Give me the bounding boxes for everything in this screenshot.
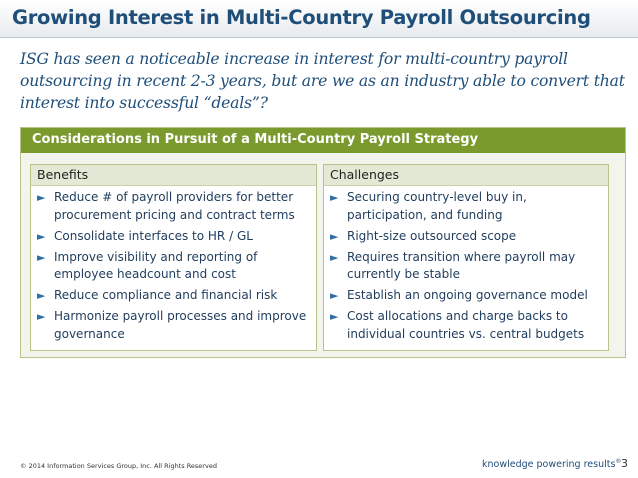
page-number: 3 bbox=[621, 457, 628, 470]
list-item-text: Consolidate interfaces to HR / GL bbox=[54, 228, 253, 243]
panel-header: Considerations in Pursuit of a Multi-Cou… bbox=[21, 128, 625, 153]
arrow-bullet-icon: ► bbox=[330, 250, 339, 264]
arrow-bullet-icon: ► bbox=[37, 250, 46, 264]
arrow-bullet-icon: ► bbox=[37, 191, 46, 204]
benefits-header: Benefits bbox=[31, 165, 316, 186]
list-item: ► Reduce compliance and financial risk bbox=[31, 287, 316, 305]
list-item: ► Establish an ongoing governance model bbox=[324, 287, 608, 305]
intro-text: ISG has seen a noticeable increase in in… bbox=[20, 50, 625, 112]
arrow-bullet-icon: ► bbox=[330, 289, 339, 302]
title-divider bbox=[0, 37, 638, 38]
list-item: ► Right-size outsourced scope bbox=[324, 228, 608, 246]
list-item-text: Improve visibility and reporting of empl… bbox=[54, 249, 258, 282]
list-item-text: Right-size outsourced scope bbox=[347, 228, 517, 243]
tagline-text: knowledge powering results bbox=[482, 459, 616, 471]
benefits-list: ► Reduce # of payroll providers for bette… bbox=[31, 186, 316, 343]
arrow-bullet-icon: ► bbox=[330, 229, 339, 243]
list-item: ► Requires transition where payroll may c… bbox=[324, 249, 608, 284]
challenges-title: Challenges bbox=[330, 167, 400, 182]
list-item-text: Cost allocations and charge backs to ind… bbox=[347, 309, 585, 341]
list-item-text: Harmonize payroll processes and improve … bbox=[54, 309, 307, 341]
brand-tagline: knowledge powering results® bbox=[482, 458, 621, 470]
list-item: ► Securing country-level buy in, particip… bbox=[324, 189, 608, 224]
benefits-title: Benefits bbox=[37, 167, 89, 182]
arrow-bullet-icon: ► bbox=[37, 229, 46, 243]
slide-title: Growing Interest in Multi-Country Payrol… bbox=[12, 6, 591, 29]
list-item-text: Reduce compliance and financial risk bbox=[54, 288, 278, 302]
list-item-text: Reduce # of payroll providers for better… bbox=[54, 190, 295, 222]
challenges-column: Challenges ► Securing country-level buy i… bbox=[323, 164, 609, 351]
list-item-text: Securing country-level buy in, participa… bbox=[347, 190, 527, 222]
challenges-list: ► Securing country-level buy in, particip… bbox=[324, 186, 608, 343]
title-bar: Growing Interest in Multi-Country Payrol… bbox=[0, 0, 638, 37]
copyright-notice: © 2014 Information Services Group, Inc. … bbox=[20, 462, 217, 470]
challenges-header: Challenges bbox=[324, 165, 608, 186]
list-item: ► Harmonize payroll processes and improve… bbox=[31, 308, 316, 343]
list-item: ► Reduce # of payroll providers for bette… bbox=[31, 189, 316, 224]
list-item: ► Cost allocations and charge backs to in… bbox=[324, 308, 608, 343]
list-item: ► Improve visibility and reporting of emp… bbox=[31, 249, 316, 284]
arrow-bullet-icon: ► bbox=[37, 310, 46, 323]
benefits-column: Benefits ► Reduce # of payroll providers … bbox=[30, 164, 317, 351]
arrow-bullet-icon: ► bbox=[37, 289, 46, 302]
arrow-bullet-icon: ► bbox=[330, 191, 339, 204]
registered-mark: ® bbox=[615, 458, 622, 465]
list-item-text: Establish an ongoing governance model bbox=[347, 288, 588, 302]
arrow-bullet-icon: ► bbox=[330, 310, 339, 323]
considerations-panel: Considerations in Pursuit of a Multi-Cou… bbox=[20, 127, 626, 358]
list-item: ► Consolidate interfaces to HR / GL bbox=[31, 228, 316, 246]
list-item-text: Requires transition where payroll may cu… bbox=[347, 249, 576, 282]
panel-title: Considerations in Pursuit of a Multi-Cou… bbox=[32, 132, 479, 147]
